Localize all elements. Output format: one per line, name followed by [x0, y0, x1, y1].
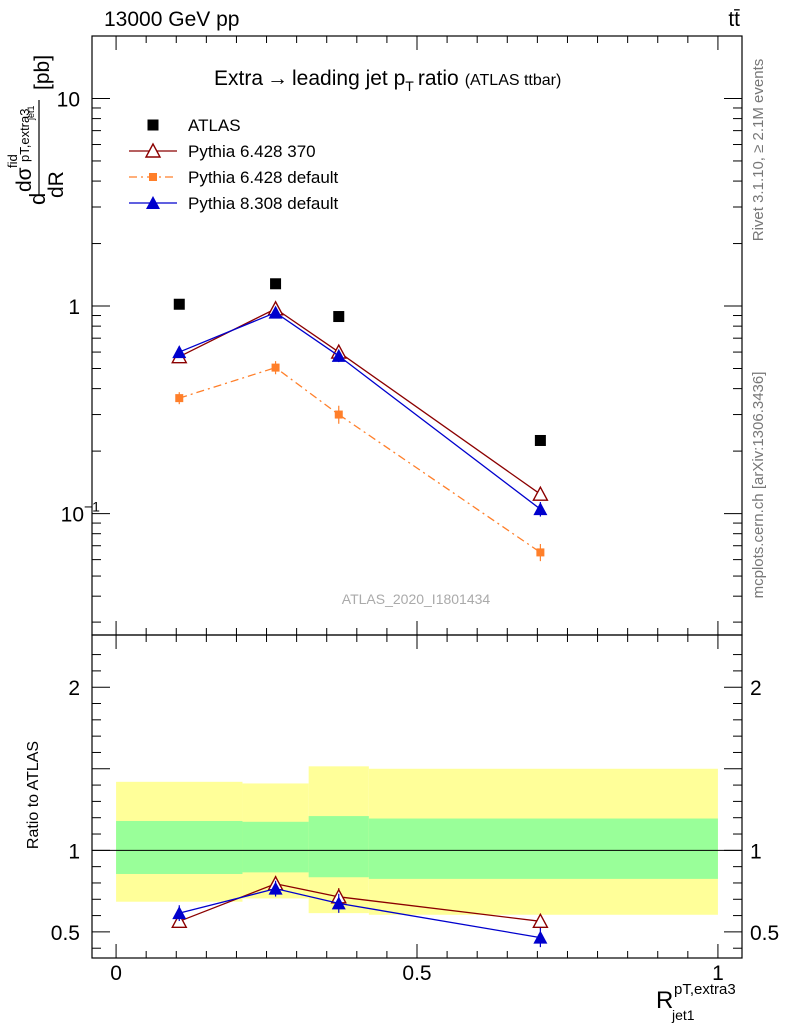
- x-tick-label-2: 1: [712, 962, 724, 985]
- series-2-point: [271, 363, 280, 372]
- legend-marker-1: [144, 142, 162, 158]
- series-1-point: [532, 485, 549, 501]
- ratio-band-inner-2: [308, 816, 369, 878]
- svg-text:d: d: [25, 193, 50, 205]
- ratio-y-tick-label-left-2: 2: [68, 677, 80, 700]
- ratio-panel: 0 0.5 1 0.5 0.5 1 1 2 2: [51, 634, 779, 985]
- ratio-band-inner-3: [368, 818, 718, 879]
- svg-text:R: R: [656, 987, 673, 1014]
- series-2-point: [536, 548, 545, 557]
- legend-label-3: Pythia 8.308 default: [188, 194, 339, 213]
- legend-marker-3: [146, 196, 160, 209]
- series-3-line: [179, 311, 541, 510]
- series-0-point: [270, 278, 282, 290]
- series-0-point: [173, 298, 185, 310]
- series-2-line: [179, 366, 541, 553]
- top-y-tick-label-1: 1: [68, 296, 80, 319]
- analysis-watermark: ATLAS_2020_I1801434: [342, 591, 491, 607]
- series-1-line: [178, 308, 541, 495]
- ratio-band-inner-1: [242, 821, 309, 873]
- series-3-point: [172, 345, 187, 359]
- top-y-tick-label-0: 10: [61, 504, 84, 527]
- ratio-series-1-point: [172, 906, 187, 920]
- title-subtitle: (ATLAS ttbar): [465, 72, 562, 89]
- mcplots-label: mcplots.cern.ch [arXiv:1306.3436]: [750, 372, 767, 599]
- svg-text:dσ: dσ: [13, 167, 36, 192]
- legend-marker-0: [147, 119, 159, 131]
- title-part-ratio: ratio: [418, 67, 459, 90]
- svg-text:jet1: jet1: [671, 1007, 695, 1023]
- svg-text:[pb]: [pb]: [31, 55, 54, 90]
- header-process-label: tt̄: [728, 8, 740, 31]
- top-y-tick-label-exp-0: −1: [84, 499, 100, 515]
- main-plot-title: Extra → leading jet pT ratio (ATLAS ttbar): [214, 67, 561, 94]
- ratio-y-axis-label: Ratio to ATLAS: [25, 741, 42, 849]
- svg-text:dR: dR: [45, 171, 68, 198]
- title-part-extra: Extra: [214, 67, 263, 90]
- ratio-y-tick-label-right-0: 0.5: [750, 922, 779, 945]
- legend-marker-2: [149, 173, 157, 181]
- x-tick-label-0: 0: [110, 962, 122, 985]
- ratio-series-1-point: [331, 896, 346, 910]
- series-3-point: [533, 502, 548, 516]
- x-tick-label-1: 0.5: [402, 962, 431, 985]
- svg-text:pT,extra3: pT,extra3: [17, 109, 32, 162]
- legend-label-2: Pythia 6.428 default: [188, 168, 339, 187]
- header-energy-label: 13000 GeV pp: [104, 8, 239, 31]
- series-0-point: [534, 434, 546, 446]
- series-3-point: [268, 305, 283, 319]
- ratio-band-inner-0: [116, 820, 243, 874]
- title-subscript: T: [405, 78, 414, 94]
- ratio-series-1-point: [268, 881, 283, 895]
- ratio-y-tick-label-left-1: 1: [68, 840, 80, 863]
- svg-text:pT,extra3: pT,extra3: [674, 981, 736, 998]
- ratio-series-1-point: [533, 930, 548, 944]
- ratio-y-tick-label-right-2: 2: [750, 677, 762, 700]
- series-3-point: [331, 348, 346, 362]
- ratio-series-1-line: [179, 888, 541, 939]
- series-2-point: [175, 394, 184, 403]
- top-y-tick-label-2: 10: [57, 88, 80, 111]
- ratio-y-tick-label-left-0: 0.5: [51, 922, 80, 945]
- top-y-axis-label: d dσ fid pT,extra3 jet1 dR [pb]: [5, 55, 68, 205]
- x-axis-label: R pT,extra3 jet1: [656, 981, 736, 1023]
- ratio-series-0-line: [179, 883, 541, 922]
- legend: ATLAS Pythia 6.428 370 Pythia 6.428 defaul…: [129, 116, 339, 213]
- series-2-point: [334, 410, 343, 419]
- ratio-y-tick-label-right-1: 1: [750, 840, 762, 863]
- legend-label-0: ATLAS: [188, 116, 241, 135]
- svg-text:fid: fid: [5, 154, 20, 168]
- title-part-leading: leading jet p: [292, 67, 405, 90]
- ratio-series-0-point: [532, 912, 549, 928]
- title-arrow: →: [267, 67, 288, 90]
- legend-label-1: Pythia 6.428 370: [188, 142, 316, 161]
- svg-text:jet1: jet1: [26, 105, 36, 121]
- rivet-version-label: Rivet 3.1.10, ≥ 2.1M events: [750, 59, 767, 242]
- series-0-point: [333, 311, 345, 323]
